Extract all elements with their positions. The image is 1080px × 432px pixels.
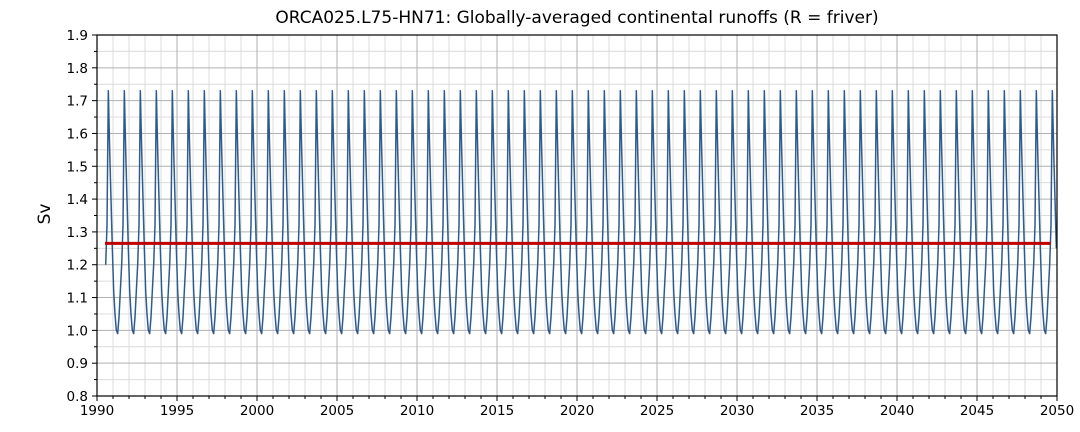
x-tick-label: 2020 xyxy=(560,403,594,419)
x-tick-label: 2040 xyxy=(880,403,914,419)
x-tick-label: 2050 xyxy=(1040,403,1074,419)
x-tick-labels: 1990 1995 2000 2005 2010 2015 2020 2025 2030 2035… xyxy=(80,403,1074,419)
runoff-monthly-line xyxy=(104,90,1058,335)
y-tick-label: 1.2 xyxy=(67,258,88,274)
y-tick-labels: 0.8 0.9 1.0 1.1 1.2 1.3 1.4 1.5 1.6 1.7 1.8 1.9 xyxy=(67,28,88,405)
y-tick-label: 1.3 xyxy=(67,225,88,241)
y-tick-label: 1.8 xyxy=(67,61,88,77)
axis-ticks xyxy=(92,34,1058,401)
x-tick-label: 2045 xyxy=(960,403,994,419)
x-tick-label: 2025 xyxy=(640,403,674,419)
x-tick-label: 2000 xyxy=(240,403,274,419)
y-tick-label: 0.9 xyxy=(67,356,88,372)
y-tick-label: 1.9 xyxy=(67,28,88,44)
x-tick-label: 2005 xyxy=(320,403,354,419)
x-tick-label: 2010 xyxy=(400,403,434,419)
x-tick-label: 2030 xyxy=(720,403,754,419)
y-axis-label: Sv xyxy=(35,204,55,225)
x-tick-label: 2015 xyxy=(480,403,514,419)
y-tick-label: 1.7 xyxy=(67,94,88,110)
x-tick-label: 1995 xyxy=(160,403,194,419)
y-tick-label: 0.8 xyxy=(67,389,88,405)
y-tick-label: 1.5 xyxy=(67,159,88,175)
plot-series xyxy=(104,90,1058,335)
y-tick-label: 1.4 xyxy=(67,192,88,208)
y-tick-label: 1.6 xyxy=(67,126,88,142)
chart-title: ORCA025.L75-HN71: Globally-averaged cont… xyxy=(275,8,878,28)
y-tick-label: 1.1 xyxy=(67,291,88,307)
y-tick-label: 1.0 xyxy=(67,323,88,339)
x-tick-label: 2035 xyxy=(800,403,834,419)
x-tick-label: 1990 xyxy=(80,403,114,419)
